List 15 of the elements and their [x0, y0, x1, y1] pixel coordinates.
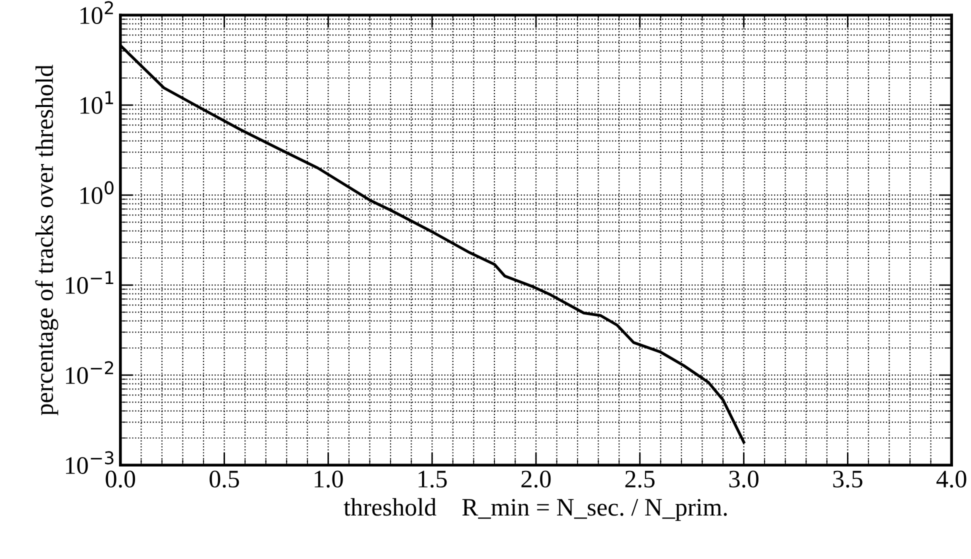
- x-tick-label: 3.0: [729, 470, 758, 488]
- x-tick-label: 0.5: [210, 470, 239, 488]
- x-tick-label: 2.5: [625, 470, 655, 488]
- y-axis-title: percentage of tracks over threshold: [35, 64, 58, 416]
- y-tick-label: 10$^{2}$: [80, 1, 113, 24]
- y-tick-label: 10$^{−1}$: [66, 271, 114, 294]
- x-tick-label: 2.0: [521, 470, 551, 488]
- x-tick-label: 4.0: [936, 470, 966, 488]
- y-tick-label: 10$^{1}$: [80, 91, 114, 114]
- y-tick-label: 10$^{0}$: [80, 181, 114, 204]
- x-tick-label: 1.5: [418, 470, 447, 488]
- x-tick-label: 1.0: [314, 470, 343, 488]
- x-axis-title: threshold R_min = N_sec. / N_prim.: [344, 498, 727, 521]
- y-tick-label: 10$^{−2}$: [66, 361, 114, 384]
- x-tick-label: 3.5: [833, 470, 862, 488]
